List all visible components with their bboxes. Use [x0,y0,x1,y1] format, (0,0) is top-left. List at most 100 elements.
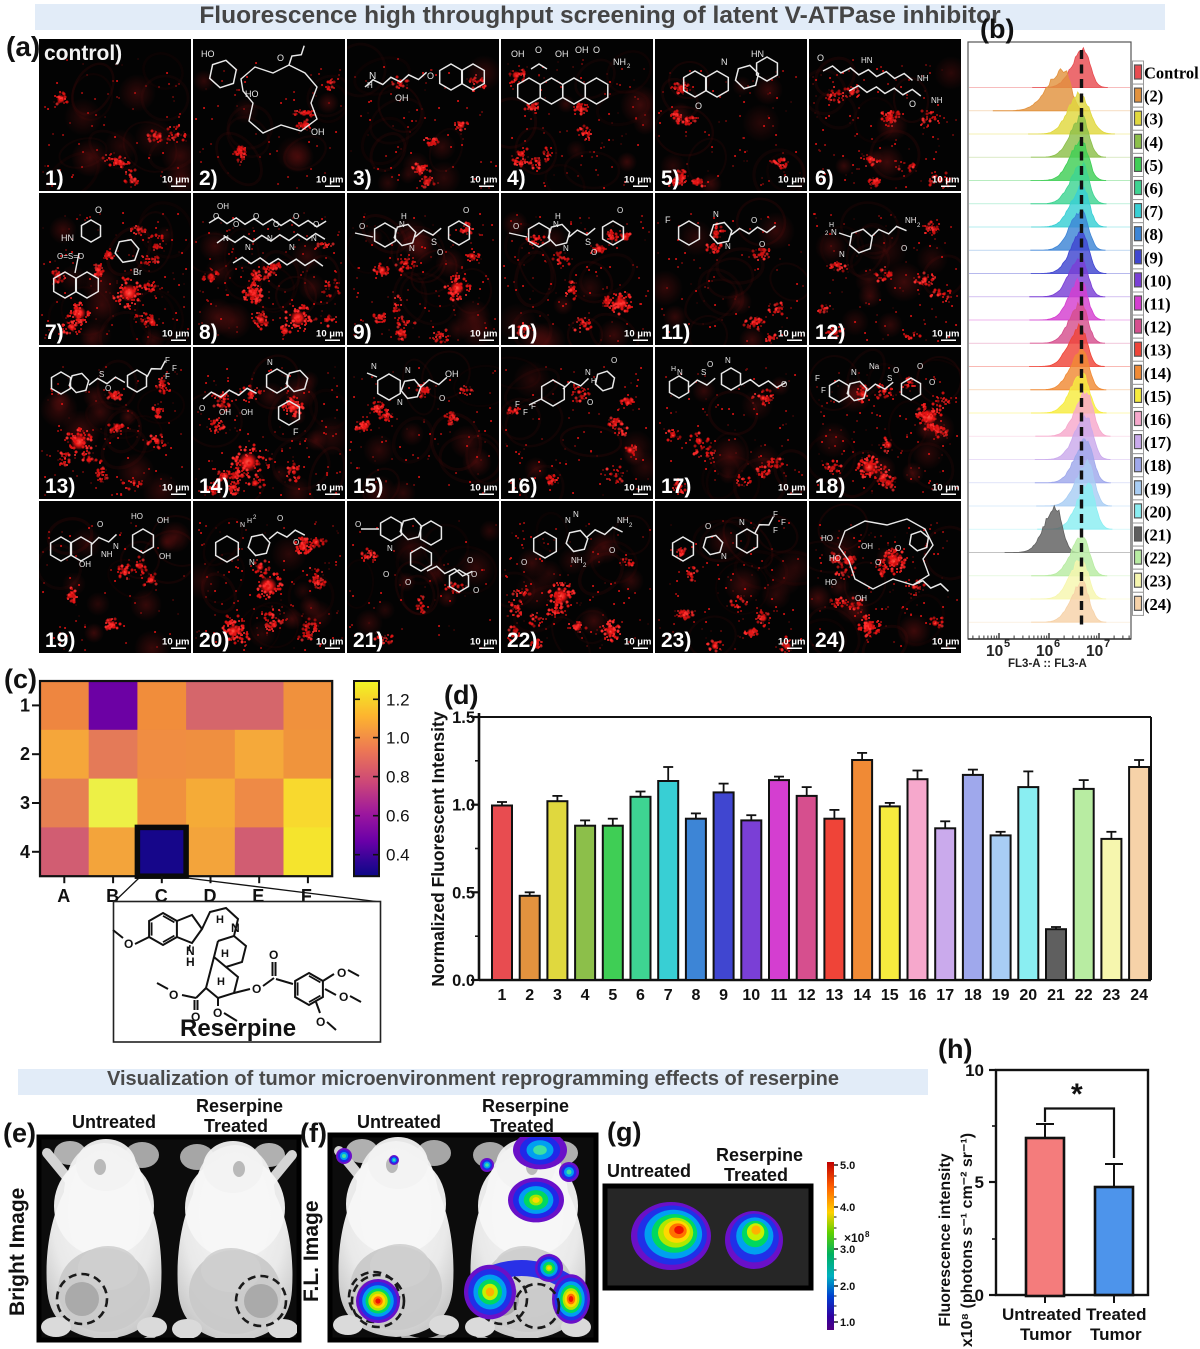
svg-text:5: 5 [1004,638,1010,650]
svg-text:H: H [555,212,561,221]
svg-text:O: O [695,101,702,111]
svg-text:OH: OH [395,93,409,103]
svg-text:24): 24) [815,629,845,652]
svg-text:9): 9) [353,321,372,344]
svg-text:5): 5) [661,167,680,190]
svg-text:O: O [105,384,111,393]
svg-text:O: O [895,544,901,553]
svg-text:O: O [269,948,278,962]
svg-text:FL3-A :: FL3-A: FL3-A :: FL3-A [1008,658,1087,670]
svg-text:3: 3 [553,987,562,1004]
svg-text:(c): (c) [4,664,37,694]
svg-text:control): control) [44,42,122,65]
svg-text:10 μm: 10 μm [470,328,497,339]
svg-text:F.L. Image: F.L. Image [300,1200,323,1302]
svg-text:N: N [245,243,251,252]
svg-text:O: O [427,71,434,81]
svg-text:19): 19) [45,629,75,652]
svg-text:H: H [591,378,596,385]
svg-text:3: 3 [20,793,30,813]
svg-text:OH: OH [861,542,873,551]
svg-text:Untreated: Untreated [1002,1305,1081,1324]
svg-text:(10): (10) [1144,271,1172,290]
svg-text:5: 5 [608,987,617,1004]
svg-text:H: H [247,518,252,525]
svg-text:4: 4 [581,987,590,1004]
svg-text:(9): (9) [1144,248,1163,267]
svg-text:Reserpine: Reserpine [180,1015,296,1042]
svg-text:2): 2) [199,167,218,190]
svg-text:H: H [217,976,225,988]
svg-text:(d): (d) [444,680,478,710]
svg-text:O: O [901,244,907,253]
svg-text:O: O [439,394,445,403]
svg-text:(21): (21) [1144,526,1172,545]
svg-text:Tumor: Tumor [1090,1325,1142,1344]
svg-text:OH: OH [445,369,459,379]
svg-text:(8): (8) [1144,225,1163,244]
svg-text:Reserpine: Reserpine [196,1096,283,1116]
svg-text:8: 8 [691,987,700,1004]
svg-text:10 μm: 10 μm [162,636,189,647]
svg-text:OH: OH [217,202,229,211]
svg-text:17): 17) [661,475,691,498]
svg-text:Control: Control [1144,64,1199,83]
svg-text:10: 10 [1086,643,1103,660]
svg-text:OH: OH [157,516,169,525]
svg-text:HN: HN [861,56,873,65]
svg-text:O: O [199,404,205,413]
svg-text:N: N [387,544,393,553]
svg-text:10: 10 [1036,643,1053,660]
svg-text:1.5: 1.5 [452,709,475,727]
svg-text:O: O [405,578,411,587]
svg-text:10 μm: 10 μm [932,636,959,647]
svg-text:10 μm: 10 μm [932,482,959,493]
svg-text:O: O [337,966,346,980]
svg-text:(5): (5) [1144,156,1163,175]
svg-text:N: N [186,944,195,958]
svg-text:×10: ×10 [844,1231,865,1245]
svg-text:18): 18) [815,475,845,498]
svg-text:10 μm: 10 μm [778,636,805,647]
svg-text:Normalized Fluorescent Intensi: Normalized Fluorescent Intensity [428,711,448,986]
svg-text:NH: NH [931,96,943,105]
svg-text:23): 23) [661,629,691,652]
svg-text:(15): (15) [1144,387,1172,406]
svg-text:F: F [531,402,536,411]
svg-text:NH: NH [917,74,929,83]
svg-text:N: N [113,542,119,551]
svg-text:5.0: 5.0 [840,1160,855,1172]
svg-text:O: O [339,990,348,1004]
svg-text:S: S [431,237,437,247]
svg-text:O: O [817,53,824,63]
svg-text:HN: HN [61,233,74,243]
svg-text:(20): (20) [1144,502,1172,521]
svg-text:O: O [751,216,757,225]
svg-text:1: 1 [498,987,507,1004]
svg-text:10 μm: 10 μm [470,482,497,493]
svg-text:10 μm: 10 μm [470,175,497,186]
svg-text:10): 10) [507,321,537,344]
svg-text:OH: OH [159,552,171,561]
svg-text:O: O [875,558,881,567]
svg-text:1.0: 1.0 [386,729,410,748]
svg-text:A: A [57,886,70,906]
svg-text:O: O [252,982,261,996]
svg-text:O: O [929,378,935,387]
svg-text:10 μm: 10 μm [162,328,189,339]
svg-text:O: O [467,556,473,565]
svg-text:(b): (b) [980,14,1014,44]
svg-text:OH: OH [219,408,231,417]
svg-text:0.8: 0.8 [386,768,410,787]
svg-text:F: F [523,408,528,417]
svg-text:NH: NH [613,57,626,67]
svg-text:10 μm: 10 μm [624,175,651,186]
svg-text:(4): (4) [1144,133,1163,152]
svg-text:O: O [521,558,527,567]
svg-text:H: H [671,366,676,373]
svg-text:*: * [1071,1078,1083,1111]
svg-text:S: S [585,237,591,247]
svg-text:1: 1 [20,695,30,715]
svg-text:22): 22) [507,629,537,652]
svg-text:5: 5 [975,1173,984,1192]
